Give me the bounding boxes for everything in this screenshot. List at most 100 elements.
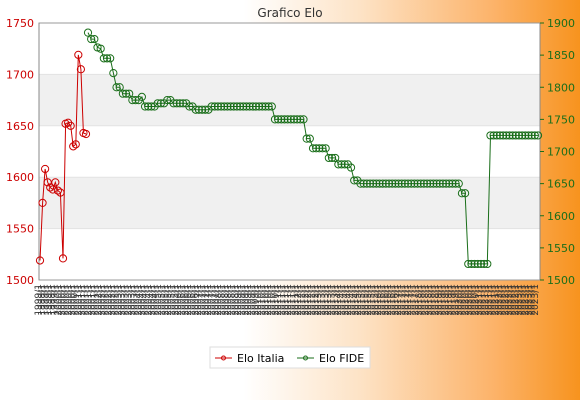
right-tick-label: 1550 (547, 242, 575, 255)
x-tick-label: 2002/1 (97, 284, 107, 316)
data-point-elo-fide (530, 131, 539, 140)
x-tick-label: 2022/1 (504, 284, 514, 316)
x-tick-label: 2003/1 (124, 284, 134, 316)
x-tick-label: 2003/1 (127, 284, 137, 316)
data-point-elo-fide (514, 131, 524, 140)
x-tick-label: 2011/1 (281, 284, 291, 316)
x-tick-label: 2020/1 (471, 284, 481, 316)
series-layer (35, 28, 543, 269)
x-tick-label: 2013/1 (314, 284, 324, 316)
data-point-elo-fide (270, 115, 280, 124)
x-tick-label: 2002/1 (104, 284, 114, 316)
right-tick-label: 1700 (547, 146, 575, 159)
data-point-elo-fide (229, 102, 238, 111)
data-point-elo-fide (213, 102, 223, 111)
x-tick-label: 2012/1 (301, 284, 311, 316)
x-tick-label: 2018/1 (431, 284, 441, 316)
data-point-elo-fide (441, 179, 451, 188)
data-point-elo-fide (473, 259, 482, 269)
x-tick-label: 2009/1 (241, 284, 251, 316)
data-point-elo-fide (255, 102, 264, 111)
data-point-elo-fide (324, 153, 333, 163)
x-tick-label: 2004/1 (151, 284, 161, 316)
data-point-elo-fide (384, 179, 394, 188)
x-tick-label: 2012/1 (304, 284, 314, 316)
data-point-elo-fide (397, 179, 406, 188)
data-point-elo-fide (115, 83, 124, 92)
data-point-elo-fide (169, 99, 178, 108)
data-point-elo-fide (394, 179, 403, 188)
data-point-elo-fide (236, 102, 245, 111)
x-tick-label: 2003/1 (114, 284, 124, 316)
x-tick-label: 2022/1 (508, 284, 518, 316)
x-tick-label: 1999/1 (47, 284, 57, 316)
x-tick-label: 2010/1 (264, 284, 274, 316)
data-point-elo-fide (305, 134, 314, 143)
data-point-elo-fide (445, 179, 454, 188)
x-tick-label: 2010/1 (261, 284, 271, 316)
data-point-elo-fide (99, 54, 108, 63)
x-tick-label: 2010/1 (267, 284, 277, 316)
x-tick-label: 2004/1 (137, 284, 147, 316)
data-point-elo-fide (480, 259, 489, 269)
x-tick-label: 2023/1 (514, 284, 524, 316)
x-tick-label: 2019/1 (441, 284, 451, 316)
legend: Elo Italia Elo FIDE (209, 346, 371, 369)
data-point-elo-fide (356, 179, 365, 188)
x-tick-label: 2021/1 (488, 284, 498, 316)
x-tick-label: 2010/1 (271, 284, 281, 316)
data-point-elo-fide (178, 99, 188, 108)
x-tick-label: 2018/1 (414, 284, 424, 316)
x-tick-label: 2009/1 (234, 284, 244, 316)
x-tick-label: 2019/1 (438, 284, 448, 316)
x-tick-label: 1999/1 (37, 284, 47, 316)
x-tick-label: 2013/1 (324, 284, 334, 316)
right-tick-label: 1900 (547, 17, 575, 30)
x-tick-label: 2015/1 (358, 284, 368, 316)
data-point-elo-italia (56, 188, 65, 197)
data-point-elo-italia (66, 121, 75, 130)
x-tick-label: 2011/1 (284, 284, 294, 316)
data-point-elo-fide (511, 131, 520, 140)
left-tick-label: 1500 (6, 274, 34, 287)
x-tick-label: 2023/1 (528, 284, 538, 316)
x-tick-label: 2011/1 (288, 284, 298, 316)
x-tick-label: 2000/1 (61, 284, 71, 316)
data-point-elo-fide (492, 131, 501, 140)
x-tick-label: 2020/1 (454, 284, 464, 316)
data-point-elo-fide (331, 153, 340, 163)
data-point-elo-fide (128, 96, 137, 105)
x-tick-label: 2022/1 (511, 284, 521, 316)
x-tick-label: 2015/1 (364, 284, 374, 316)
data-point-elo-fide (416, 179, 425, 188)
data-point-elo-fide (499, 131, 508, 140)
x-tick-label: 2001/1 (74, 284, 84, 316)
data-point-elo-italia (58, 254, 68, 263)
x-tick-label: 2016/1 (378, 284, 388, 316)
x-tick-label: 2021/1 (491, 284, 501, 316)
x-tick-label: 2016/1 (384, 284, 394, 316)
data-point-elo-fide (197, 105, 207, 114)
data-point-elo-fide (451, 179, 460, 188)
data-point-elo-fide (432, 179, 441, 188)
data-point-elo-fide (518, 131, 527, 140)
data-point-elo-fide (280, 115, 289, 124)
x-tick-label: 2000/1 (57, 284, 67, 316)
x-tick-label: 2022/1 (501, 284, 511, 316)
x-tick-label: 2007/1 (207, 284, 217, 316)
x-tick-label: 2017/1 (408, 284, 418, 316)
x-tick-label: 2012/1 (298, 284, 308, 316)
legend-box (209, 346, 371, 369)
data-point-elo-italia (46, 183, 55, 192)
right-tick-label: 1500 (547, 274, 575, 287)
data-point-elo-fide (296, 115, 305, 124)
data-point-elo-fide (476, 259, 486, 269)
data-point-elo-fide (489, 131, 498, 140)
x-tick-label: 2001/1 (91, 284, 101, 316)
x-tick-label: 2008/1 (227, 284, 237, 316)
data-point-elo-fide (83, 28, 93, 37)
x-tick-label: 2005/1 (154, 284, 164, 316)
plot-band (39, 23, 540, 75)
x-tick-label: 2012/1 (308, 284, 318, 316)
data-point-elo-fide (346, 163, 356, 172)
